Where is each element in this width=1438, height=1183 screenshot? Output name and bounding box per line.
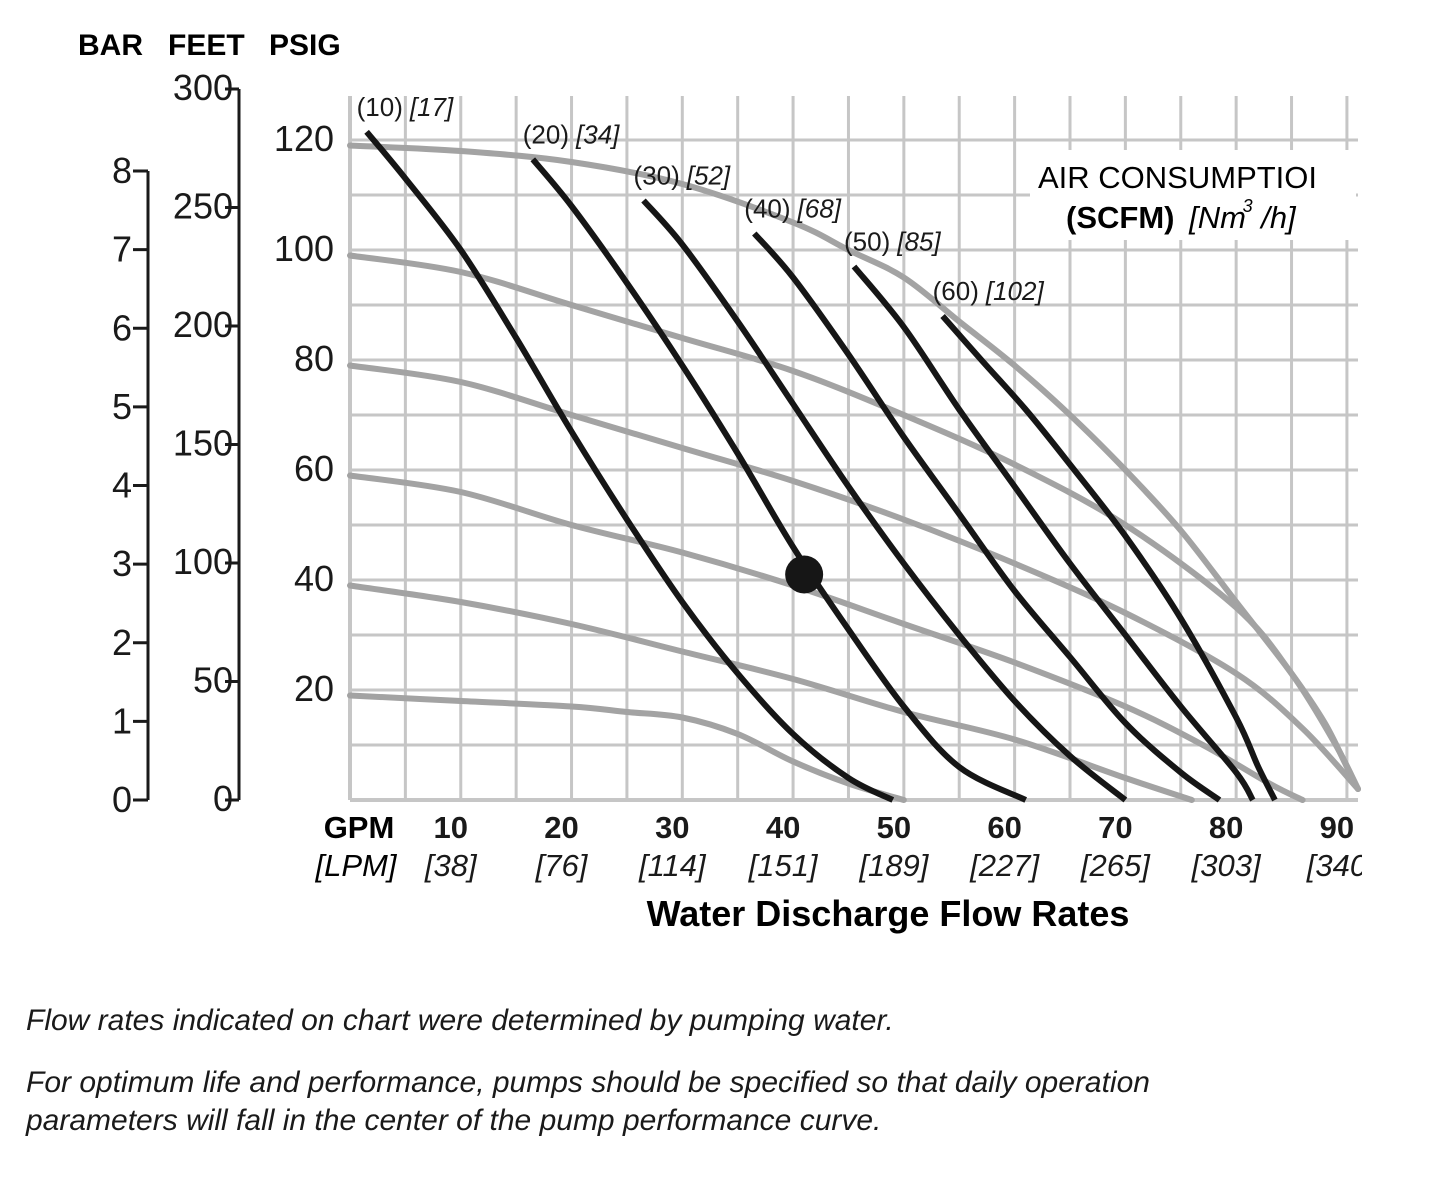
legend-units-nm-post: /h]: [1259, 200, 1297, 235]
head-curve: [347, 252, 1361, 792]
bar-tick-label: 7: [112, 229, 132, 270]
right-edge-mask: [1362, 0, 1438, 960]
air-curve-label: (30) [52]: [634, 161, 731, 191]
bar-tick-label: 1: [112, 700, 132, 741]
x-tick-label-alt: [76]: [535, 848, 589, 883]
head-curve: [347, 582, 1195, 803]
psig-unit-header: PSIG: [269, 29, 341, 62]
feet-tick-label: 100: [173, 541, 233, 582]
x-tick-label: 50: [877, 810, 911, 845]
air-curve-nm3h: [102]: [985, 276, 1045, 306]
psig-tick-label: 80: [294, 338, 334, 379]
x-axis-title: Water Discharge Flow Rates: [647, 893, 1130, 934]
air-consumption-curve: [752, 231, 1222, 803]
air-consumption-curve: [851, 264, 1256, 802]
air-curve-nm3h: [85]: [896, 227, 941, 257]
air-curve-label: (20) [34]: [523, 119, 620, 149]
x-unit-label: GPM: [324, 810, 395, 845]
x-tick-label: 80: [1209, 810, 1243, 845]
bar-tick-label: 3: [112, 543, 132, 584]
air-consumption-legend: AIR CONSUMPTIOI (SCFM) [Nm 3 /h]: [1030, 150, 1356, 240]
bar-tick-label: 8: [112, 150, 132, 191]
x-tick-label-alt: [114]: [638, 848, 707, 883]
x-tick-label: 40: [766, 810, 800, 845]
head-curve: [347, 692, 907, 803]
feet-unit-header: FEET: [168, 29, 245, 62]
x-tick-label-alt: [303]: [1191, 848, 1262, 883]
legend-background: [1030, 150, 1356, 240]
air-consumption-curves: [364, 129, 1278, 803]
legend-units-sup: 3: [1243, 196, 1253, 216]
x-tick-label-alt: [265]: [1080, 848, 1151, 883]
legend-units-scfm: (SCFM): [1066, 200, 1174, 235]
x-tick-label: 90: [1320, 810, 1354, 845]
air-curve-label: (50) [85]: [844, 227, 941, 257]
air-curve-scfm: (30): [634, 161, 680, 191]
bar-axis: 0 1 2 3 4 5 6 7 8: [112, 150, 150, 820]
psig-tick-label: 40: [294, 558, 334, 599]
y-unit-headers: BAR FEET PSIG: [78, 29, 341, 62]
feet-tick-label: 0: [213, 778, 233, 819]
air-curve-scfm: (20): [523, 119, 569, 149]
air-consumption-curve: [940, 314, 1278, 802]
bar-tick-label: 6: [112, 307, 132, 348]
psig-tick-label: 60: [294, 448, 334, 489]
psig-tick-label: 100: [274, 228, 334, 269]
feet-tick-label: 250: [173, 186, 233, 227]
air-consumption-curve: [641, 198, 1128, 803]
x-unit-label-alt: [LPM]: [315, 848, 398, 883]
bar-tick-label: 5: [112, 386, 132, 427]
air-curve-nm3h: [68]: [797, 194, 842, 224]
air-curve-scfm: (50): [844, 227, 890, 257]
feet-tick-label: 300: [173, 67, 233, 108]
air-curve-nm3h: [34]: [575, 119, 620, 149]
air-curve-nm3h: [17]: [409, 92, 454, 122]
bar-tick-label: 2: [112, 622, 132, 663]
air-consumption-curve: [364, 129, 895, 803]
pump-performance-chart: BAR FEET PSIG 0 1 2 3 4 5 6 7 8 0 50 100 150 200 250 3…: [78, 0, 1438, 960]
x-tick-label-alt: [151]: [748, 848, 819, 883]
psig-tick-label: 20: [294, 668, 334, 709]
air-curve-label: (40) [68]: [744, 194, 841, 224]
x-tick-label: 20: [544, 810, 578, 845]
note-optimum-2: parameters will fall in the center of th…: [26, 1104, 882, 1137]
x-tick-label-alt: [38]: [424, 848, 478, 883]
head-curve: [347, 472, 1306, 803]
note-optimum-1: For optimum life and performance, pumps …: [26, 1066, 1150, 1099]
feet-axis: 0 50 100 150 200 250 300: [173, 67, 241, 819]
psig-axis: 20 40 60 80 100 120: [274, 118, 334, 709]
air-curve-scfm: (40): [744, 194, 790, 224]
legend-units-nm-pre: [Nm: [1188, 200, 1246, 235]
bar-tick-label: 0: [112, 779, 132, 820]
feet-tick-label: 150: [173, 423, 233, 464]
air-curve-labels: (10) [17] (20) [34] (30) [52] (40) [68](50) [85]…: [357, 92, 1045, 306]
legend-title: AIR CONSUMPTIOI: [1038, 160, 1317, 195]
air-curve-scfm: (10): [357, 92, 403, 122]
x-tick-label: 60: [987, 810, 1021, 845]
head-curves: [347, 142, 1361, 803]
x-tick-label: 10: [434, 810, 468, 845]
x-tick-label-alt: [227]: [969, 848, 1040, 883]
x-axis: GPM [LPM] Water Discharge Flow Rates 10[…: [315, 810, 1368, 934]
note-water: Flow rates indicated on chart were deter…: [26, 1004, 894, 1037]
x-tick-label: 30: [655, 810, 689, 845]
x-tick-label-alt: [189]: [858, 848, 929, 883]
psig-tick-label: 120: [274, 118, 334, 159]
bar-unit-header: BAR: [78, 29, 143, 62]
legend-units: (SCFM) [Nm 3 /h]: [1066, 184, 1297, 235]
feet-tick-label: 50: [193, 660, 233, 701]
head-curve: [347, 362, 1361, 792]
air-consumption-curve: [530, 157, 1028, 803]
air-curve-nm3h: [52]: [686, 161, 731, 191]
feet-tick-label: 200: [173, 304, 233, 345]
operating-point-marker: [785, 555, 824, 594]
air-curve-label: (10) [17]: [357, 92, 454, 122]
bar-tick-label: 4: [112, 465, 132, 506]
x-tick-label: 70: [1098, 810, 1132, 845]
x-tick-label-alt: [340: [1306, 848, 1367, 883]
air-curve-label: (60) [102]: [933, 276, 1045, 306]
air-curve-scfm: (60): [933, 276, 979, 306]
